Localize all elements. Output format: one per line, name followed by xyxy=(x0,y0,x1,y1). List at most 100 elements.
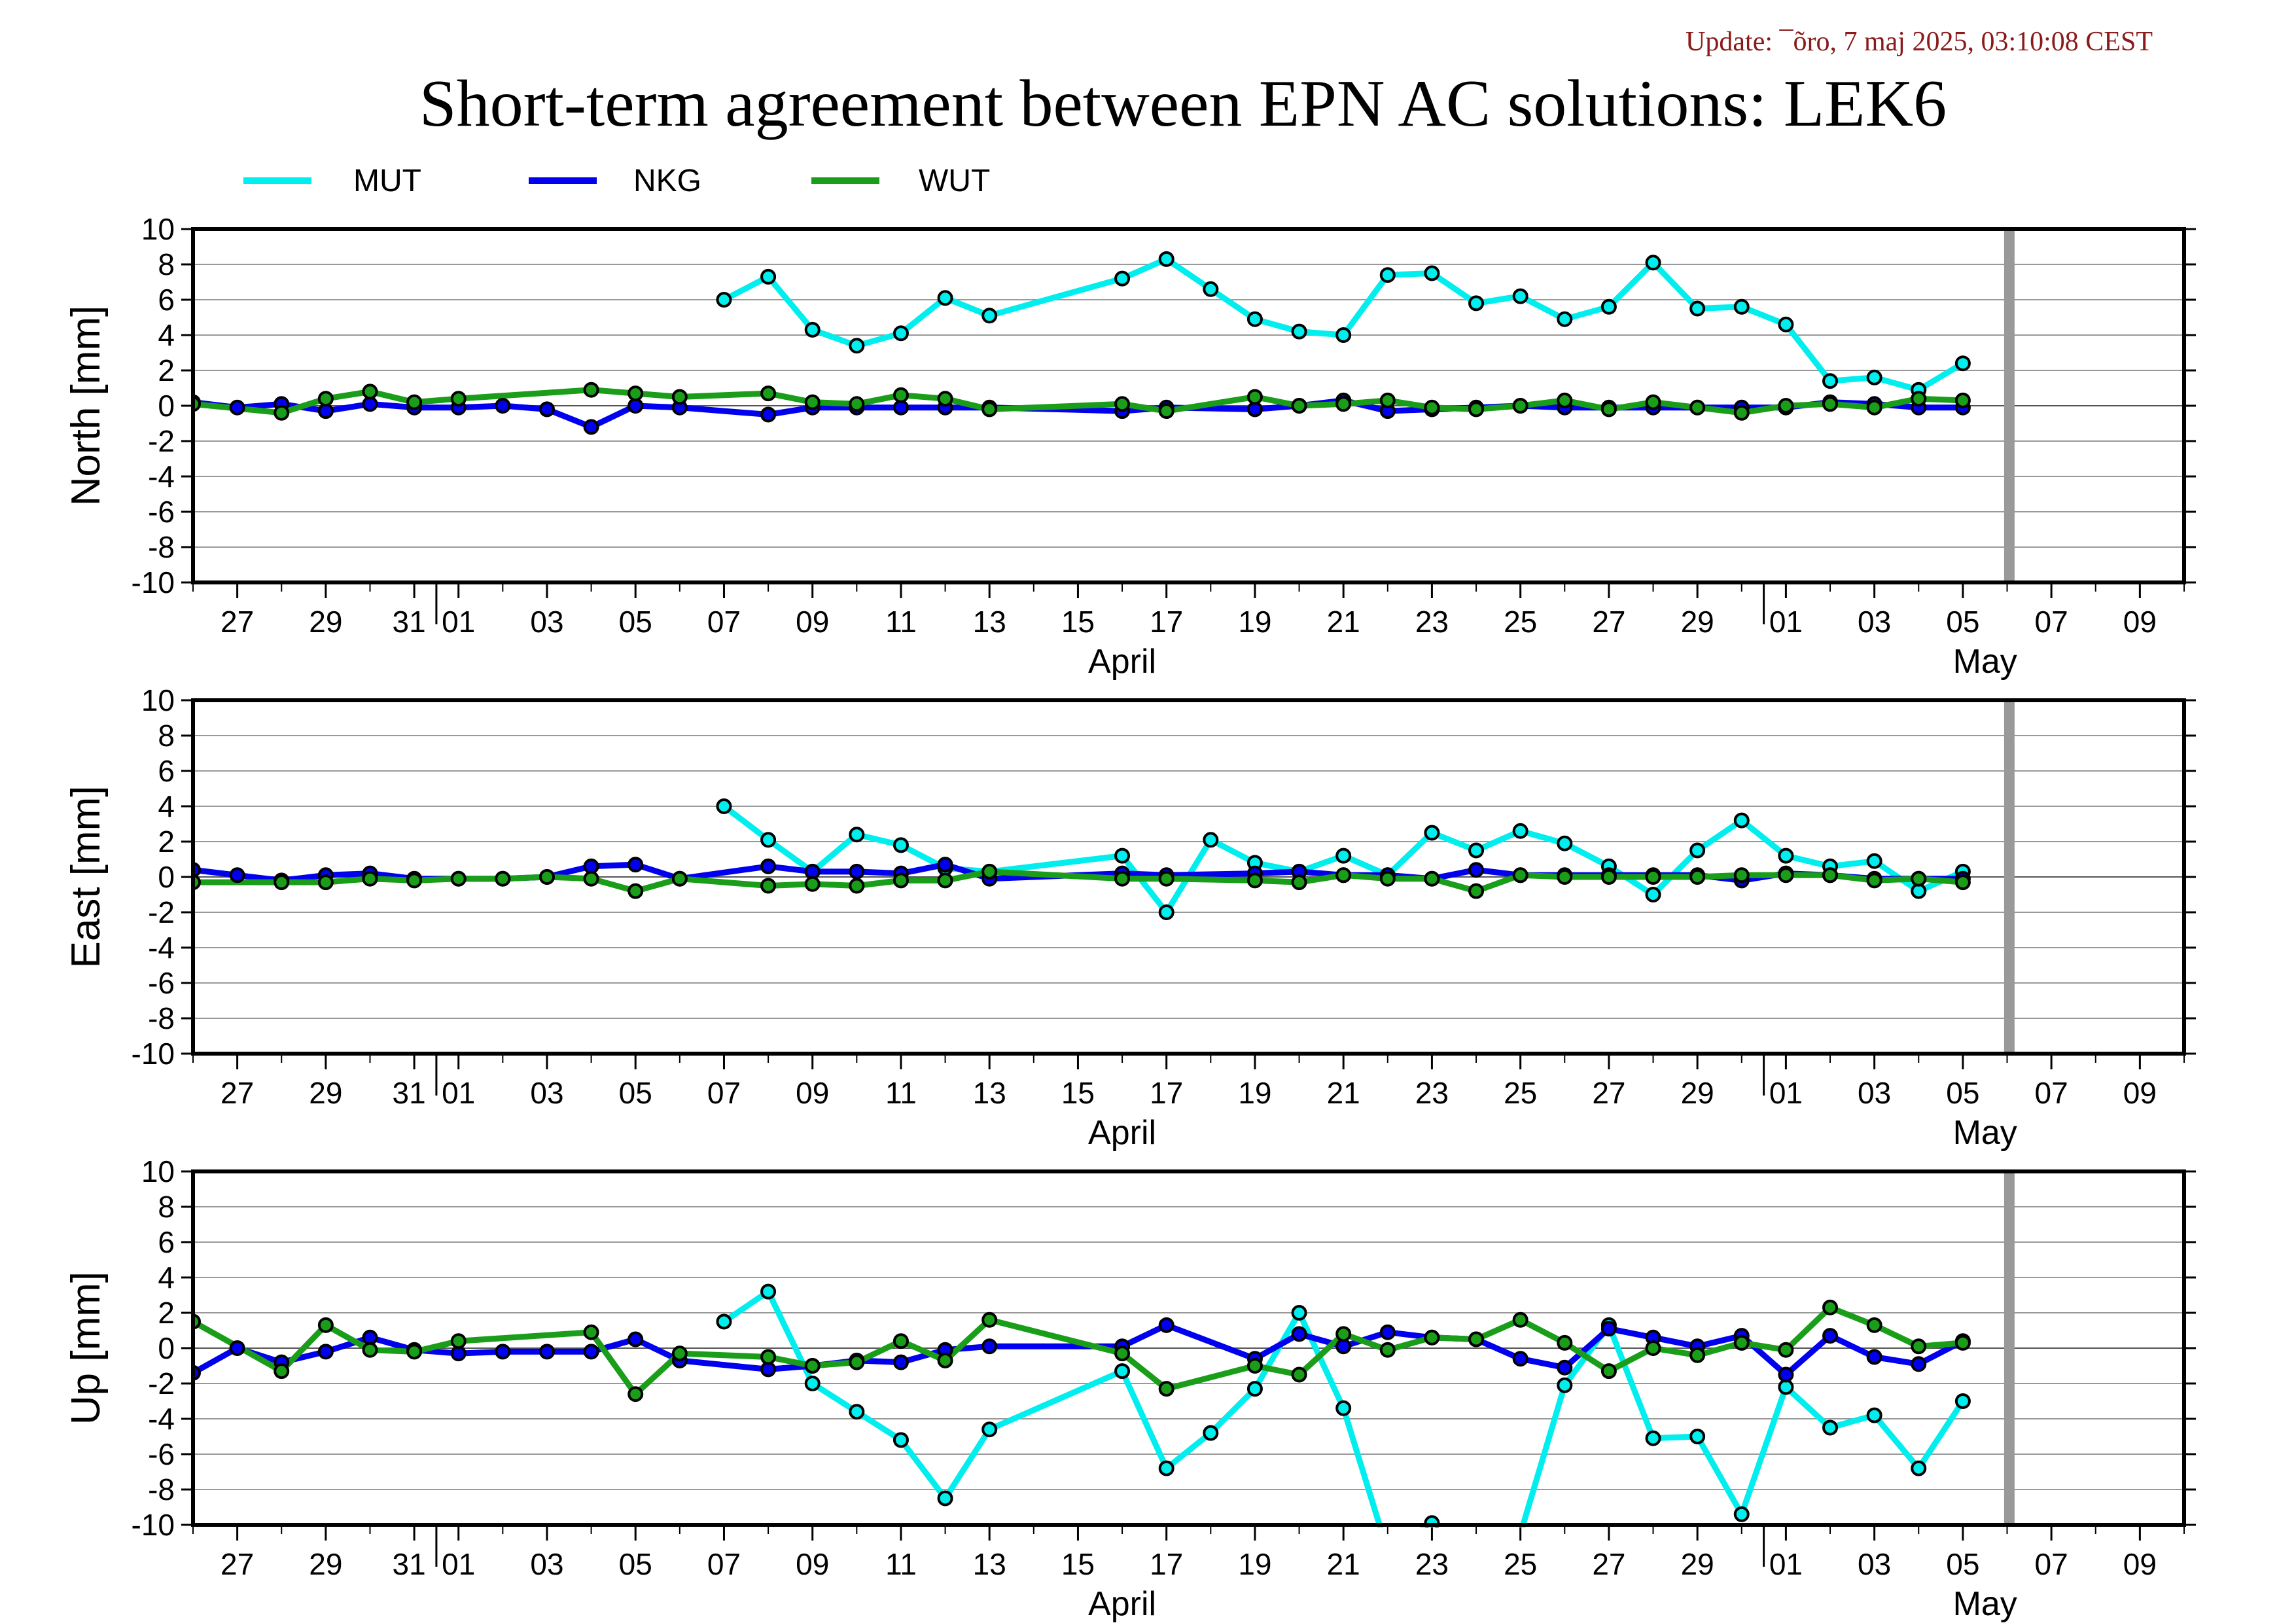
data-point-mut xyxy=(1379,267,1396,283)
data-point-wut xyxy=(671,870,688,887)
x-tick-label: 13 xyxy=(973,605,1006,639)
data-point-mut xyxy=(937,290,953,306)
data-point-nkg xyxy=(1600,1321,1617,1337)
data-point-wut xyxy=(406,872,423,889)
y-tick-label: -6 xyxy=(148,495,175,529)
data-point-mut xyxy=(1954,355,1971,372)
data-point-wut xyxy=(1822,396,1839,412)
data-point-wut xyxy=(1512,398,1528,414)
x-tick-label: 19 xyxy=(1238,1076,1271,1110)
series-line-wut xyxy=(193,387,1964,416)
data-point-mut xyxy=(1291,1305,1307,1321)
data-point-wut xyxy=(1335,867,1352,883)
y-axis-title: Up [mm] xyxy=(63,1272,109,1425)
month-label-april: April xyxy=(1088,1114,1156,1152)
x-tick-label: 25 xyxy=(1504,1076,1537,1110)
x-tick-label: 29 xyxy=(309,1076,342,1110)
data-point-wut xyxy=(1645,1340,1661,1356)
data-point-wut xyxy=(1291,398,1307,414)
data-point-wut xyxy=(1557,392,1573,408)
month-label-may: May xyxy=(1953,643,2017,681)
y-tick-label: 2 xyxy=(158,825,175,859)
x-tick-label: 03 xyxy=(1858,605,1891,639)
y-tick-label: 4 xyxy=(158,1260,175,1294)
x-tick-label: 27 xyxy=(1592,1076,1625,1110)
y-tick-label: -2 xyxy=(148,424,175,458)
data-point-wut xyxy=(317,874,334,891)
data-point-nkg xyxy=(937,857,953,873)
data-point-wut xyxy=(1954,1334,1971,1351)
x-tick-label: 27 xyxy=(221,1547,254,1581)
data-point-wut xyxy=(892,1333,909,1349)
data-point-wut xyxy=(1866,872,1882,889)
data-point-mut xyxy=(892,1432,909,1448)
data-point-mut xyxy=(1114,1363,1131,1380)
data-point-wut xyxy=(671,389,688,405)
data-point-mut xyxy=(1866,369,1882,385)
data-point-mut xyxy=(1158,251,1174,267)
data-point-mut xyxy=(1203,1425,1219,1441)
data-point-nkg xyxy=(317,1344,334,1360)
data-point-mut xyxy=(1557,835,1573,851)
y-tick-label: 10 xyxy=(141,212,175,246)
data-point-mut xyxy=(1689,842,1706,859)
data-point-mut xyxy=(1778,316,1794,332)
data-point-nkg xyxy=(495,398,511,414)
data-point-wut xyxy=(1911,391,1927,407)
y-tick-label: -4 xyxy=(148,459,175,493)
data-point-mut xyxy=(1822,373,1839,389)
data-point-wut xyxy=(1335,1326,1352,1342)
x-tick-label: 21 xyxy=(1327,605,1360,639)
y-tick-label: 0 xyxy=(158,1331,175,1365)
x-tick-label: 29 xyxy=(1681,1547,1714,1581)
legend-label-nkg: NKG xyxy=(633,164,701,198)
y-axis-title: North [mm] xyxy=(63,306,109,507)
x-tick-label: 17 xyxy=(1150,605,1183,639)
data-point-nkg xyxy=(495,1344,511,1360)
data-point-mut xyxy=(892,325,909,342)
data-point-wut xyxy=(362,1342,378,1358)
data-point-wut xyxy=(1733,404,1750,421)
data-point-wut xyxy=(760,878,777,894)
x-tick-label: 29 xyxy=(309,605,342,639)
data-point-mut xyxy=(1645,887,1661,902)
x-tick-label: 09 xyxy=(796,1076,829,1110)
data-point-nkg xyxy=(1468,862,1485,878)
x-tick-label: 29 xyxy=(1681,1076,1714,1110)
x-tick-label: 03 xyxy=(1858,1547,1891,1581)
data-point-mut xyxy=(1954,1393,1971,1409)
x-tick-label: 27 xyxy=(221,1076,254,1110)
y-tick-label: 8 xyxy=(158,1190,175,1224)
x-tick-label: 21 xyxy=(1327,1076,1360,1110)
data-point-mut xyxy=(1246,311,1263,327)
data-point-mut xyxy=(716,1313,732,1330)
data-point-wut xyxy=(274,874,290,891)
data-point-wut xyxy=(1468,883,1485,899)
data-point-wut xyxy=(1557,1334,1573,1351)
data-point-mut xyxy=(804,1376,821,1391)
y-tick-label: 0 xyxy=(158,860,175,894)
x-tick-label: 19 xyxy=(1238,605,1271,639)
data-point-wut xyxy=(450,1333,467,1349)
x-tick-label: 23 xyxy=(1415,1547,1449,1581)
y-tick-label: -8 xyxy=(148,530,175,564)
data-point-wut xyxy=(1557,869,1573,885)
data-point-nkg xyxy=(1778,1366,1794,1383)
data-point-wut xyxy=(1689,869,1706,885)
data-point-wut xyxy=(1512,867,1528,883)
data-point-wut xyxy=(539,869,555,885)
data-point-nkg xyxy=(539,1344,555,1360)
x-tick-label: 07 xyxy=(707,1547,741,1581)
data-point-mut xyxy=(760,268,777,285)
data-point-wut xyxy=(1954,874,1971,891)
x-tick-label: 07 xyxy=(2035,1076,2068,1110)
y-tick-label: -6 xyxy=(148,1437,175,1471)
data-point-nkg xyxy=(1379,1324,1396,1340)
y-tick-label: 10 xyxy=(141,683,175,717)
data-point-mut xyxy=(1203,832,1219,848)
data-point-mut xyxy=(981,1421,998,1438)
data-point-wut xyxy=(1246,1358,1263,1374)
